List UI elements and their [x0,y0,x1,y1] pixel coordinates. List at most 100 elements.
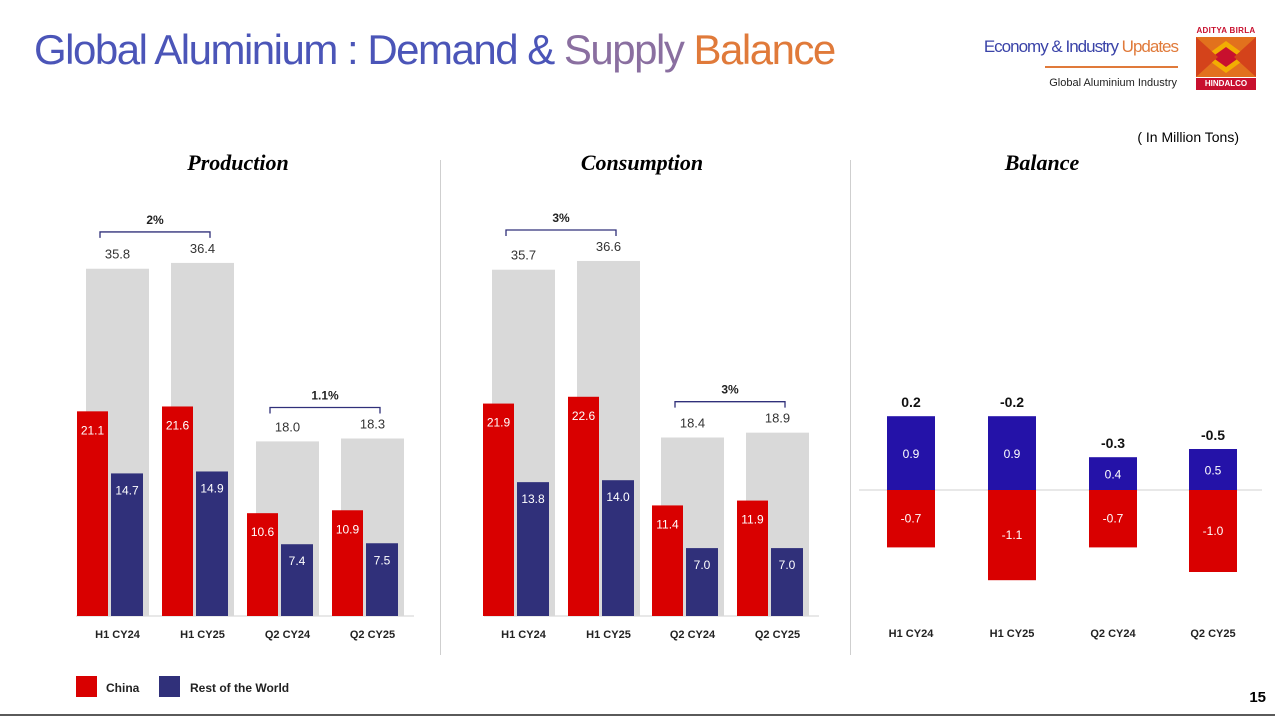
production-total-label: 35.8 [105,247,130,262]
consumption-china-label: 11.9 [741,513,764,527]
page-number: 15 [1249,689,1266,706]
consumption-china-label: 11.4 [656,517,679,531]
balance-china-bar [1189,490,1237,572]
balance-net-label: -0.2 [1000,394,1024,410]
production-growth-bracket [269,406,381,414]
production-china-label: 21.6 [166,418,190,432]
legend-rest-swatch [159,676,180,697]
production-rest-bar [111,473,143,616]
production-total-label: 18.3 [360,416,385,431]
balance-rest-label: 0.4 [1105,468,1122,482]
brand-title: Economy & Industry Updates [983,37,1179,57]
consumption-total-label: 18.4 [680,416,705,431]
consumption-growth-label: 3% [721,383,739,397]
production-china-label: 10.6 [251,525,275,539]
page-title: Global Aluminium : Demand & Supply Balan… [34,26,837,74]
balance-rest-bar [1189,449,1237,490]
balance-net-label: 0.2 [901,394,921,410]
consumption-total-label: 18.9 [765,411,790,426]
title-part-1: Global Aluminium : Demand & [34,26,564,73]
logo-top-text: ADITYA BIRLA [1196,26,1256,35]
logo-bottom-text: HINDALCO [1196,78,1256,90]
balance-rest-bar [988,416,1036,490]
consumption-title: Consumption [580,150,704,175]
balance-rest-bar [1089,457,1137,490]
balance-category-label: Q2 CY25 [1190,628,1235,640]
balance-category-label: H1 CY25 [990,628,1035,640]
production-category-label: Q2 CY25 [350,629,395,641]
consumption-rest-bar [771,548,803,616]
production-rest-label: 14.9 [200,481,224,495]
panel-divider-1 [440,160,441,655]
legend-china-swatch [76,676,97,697]
production-title: Production [187,150,289,175]
bottom-rule [0,714,1275,716]
consumption-category-label: H1 CY25 [586,629,631,641]
production-china-bar [77,411,108,616]
consumption-rest-bar [686,548,718,616]
consumption-growth-label: 3% [552,211,570,225]
consumption-china-bar [568,396,599,616]
consumption-growth-bracket [674,401,786,408]
consumption-china-bar [652,505,683,616]
consumption-china-label: 21.9 [487,416,511,430]
legend-rest-label: Rest of the World [190,681,290,695]
production-rest-bar [281,544,313,616]
consumption-category-label: Q2 CY25 [755,629,800,641]
brand-underline [1045,66,1178,68]
balance-rest-label: 0.9 [903,447,920,461]
production-category-label: Q2 CY24 [265,629,311,641]
balance-rest-label: 0.5 [1205,464,1222,478]
production-china-bar [162,406,193,616]
production-category-label: H1 CY25 [180,629,225,641]
production-china-bar [332,510,363,616]
brand-subtitle: Global Aluminium Industry [1049,77,1177,89]
consumption-category-label: Q2 CY24 [670,629,716,641]
production-rest-label: 7.5 [374,553,391,567]
balance-rest-bar [887,416,935,490]
balance-title: Balance [1004,150,1080,175]
balance-china-label: -1.0 [1203,524,1224,538]
balance-china-label: -1.1 [1002,528,1023,542]
logo-emblem-icon [1196,37,1256,77]
consumption-growth-bracket [505,229,617,236]
brand-title-main: Economy & Industry [983,37,1122,56]
production-total-label: 36.4 [190,241,215,256]
consumption-category-label: H1 CY24 [501,629,547,641]
production-rest-label: 14.7 [115,483,139,497]
consumption-rest-label: 7.0 [779,558,796,572]
consumption-china-label: 22.6 [572,409,596,423]
production-category-label: H1 CY24 [95,629,141,641]
balance-net-label: -0.5 [1201,427,1225,443]
consumption-total-label: 36.6 [596,239,621,254]
balance-china-label: -0.7 [1103,512,1124,526]
consumption-rest-label: 7.0 [694,558,711,572]
production-rest-bar [196,471,228,616]
production-china-label: 21.1 [81,423,105,437]
consumption-rest-label: 14.0 [606,490,630,504]
consumption-rest-bar [602,480,634,616]
consumption-rest-label: 13.8 [521,492,545,506]
balance-category-label: H1 CY24 [889,628,935,640]
balance-china-bar [887,490,935,548]
panel-divider-2 [850,160,851,655]
production-china-bar [247,513,278,616]
production-china-label: 10.9 [336,522,360,536]
production-growth-label: 2% [146,213,164,227]
production-total-label: 18.0 [275,419,300,434]
title-part-3: Balance [693,26,837,73]
balance-china-label: -0.7 [901,512,922,526]
balance-rest-label: 0.9 [1004,447,1021,461]
balance-net-label: -0.3 [1101,435,1125,451]
production-rest-label: 7.4 [289,554,306,568]
unit-note: ( In Million Tons) [1137,129,1239,145]
title-part-2: Supply [563,26,694,73]
balance-category-label: Q2 CY24 [1090,628,1136,640]
consumption-china-bar [737,500,768,616]
balance-china-bar [988,490,1036,581]
consumption-total-label: 35.7 [511,248,536,263]
consumption-china-bar [483,403,514,616]
legend-china-label: China [106,681,140,695]
company-logo: ADITYA BIRLA HINDALCO [1192,26,1260,90]
